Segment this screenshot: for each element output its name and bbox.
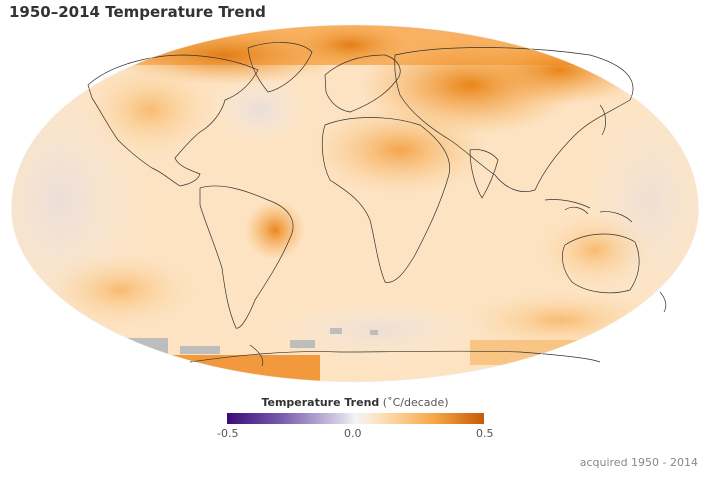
north-america-outline xyxy=(87,54,259,187)
antarctic-peninsula-outline xyxy=(249,344,264,367)
africa-outline xyxy=(321,117,450,283)
world-map-svg xyxy=(11,24,699,383)
europe-outline xyxy=(324,54,401,113)
india-outline xyxy=(469,149,499,199)
legend-min-label: -0.5 xyxy=(217,427,239,440)
coastlines xyxy=(87,42,667,367)
legend-unit: (˚C/decade) xyxy=(382,396,449,409)
globe-outline xyxy=(11,24,699,383)
map-title: 1950–2014 Temperature Trend xyxy=(9,3,266,21)
greenland-outline xyxy=(247,42,313,93)
legend-mid-label: 0.0 xyxy=(344,427,362,440)
legend-title-row: Temperature Trend (˚C/decade) xyxy=(210,396,500,409)
indonesia-outline xyxy=(544,199,633,223)
trend-field xyxy=(11,25,699,382)
south-america-outline xyxy=(199,185,294,329)
australia-outline xyxy=(562,233,640,294)
legend-max-label: 0.5 xyxy=(476,427,494,440)
japan-outline xyxy=(599,104,606,136)
temperature-trend-map xyxy=(11,24,699,383)
antarctica-outline xyxy=(189,350,601,363)
legend-title: Temperature Trend xyxy=(261,396,380,409)
legend-color-bar xyxy=(227,413,484,424)
acquired-caption: acquired 1950 - 2014 xyxy=(579,456,698,469)
color-legend: Temperature Trend (˚C/decade) -0.5 0.0 0… xyxy=(210,396,500,446)
new-zealand-outline xyxy=(659,291,667,313)
asia-outline xyxy=(394,47,634,192)
